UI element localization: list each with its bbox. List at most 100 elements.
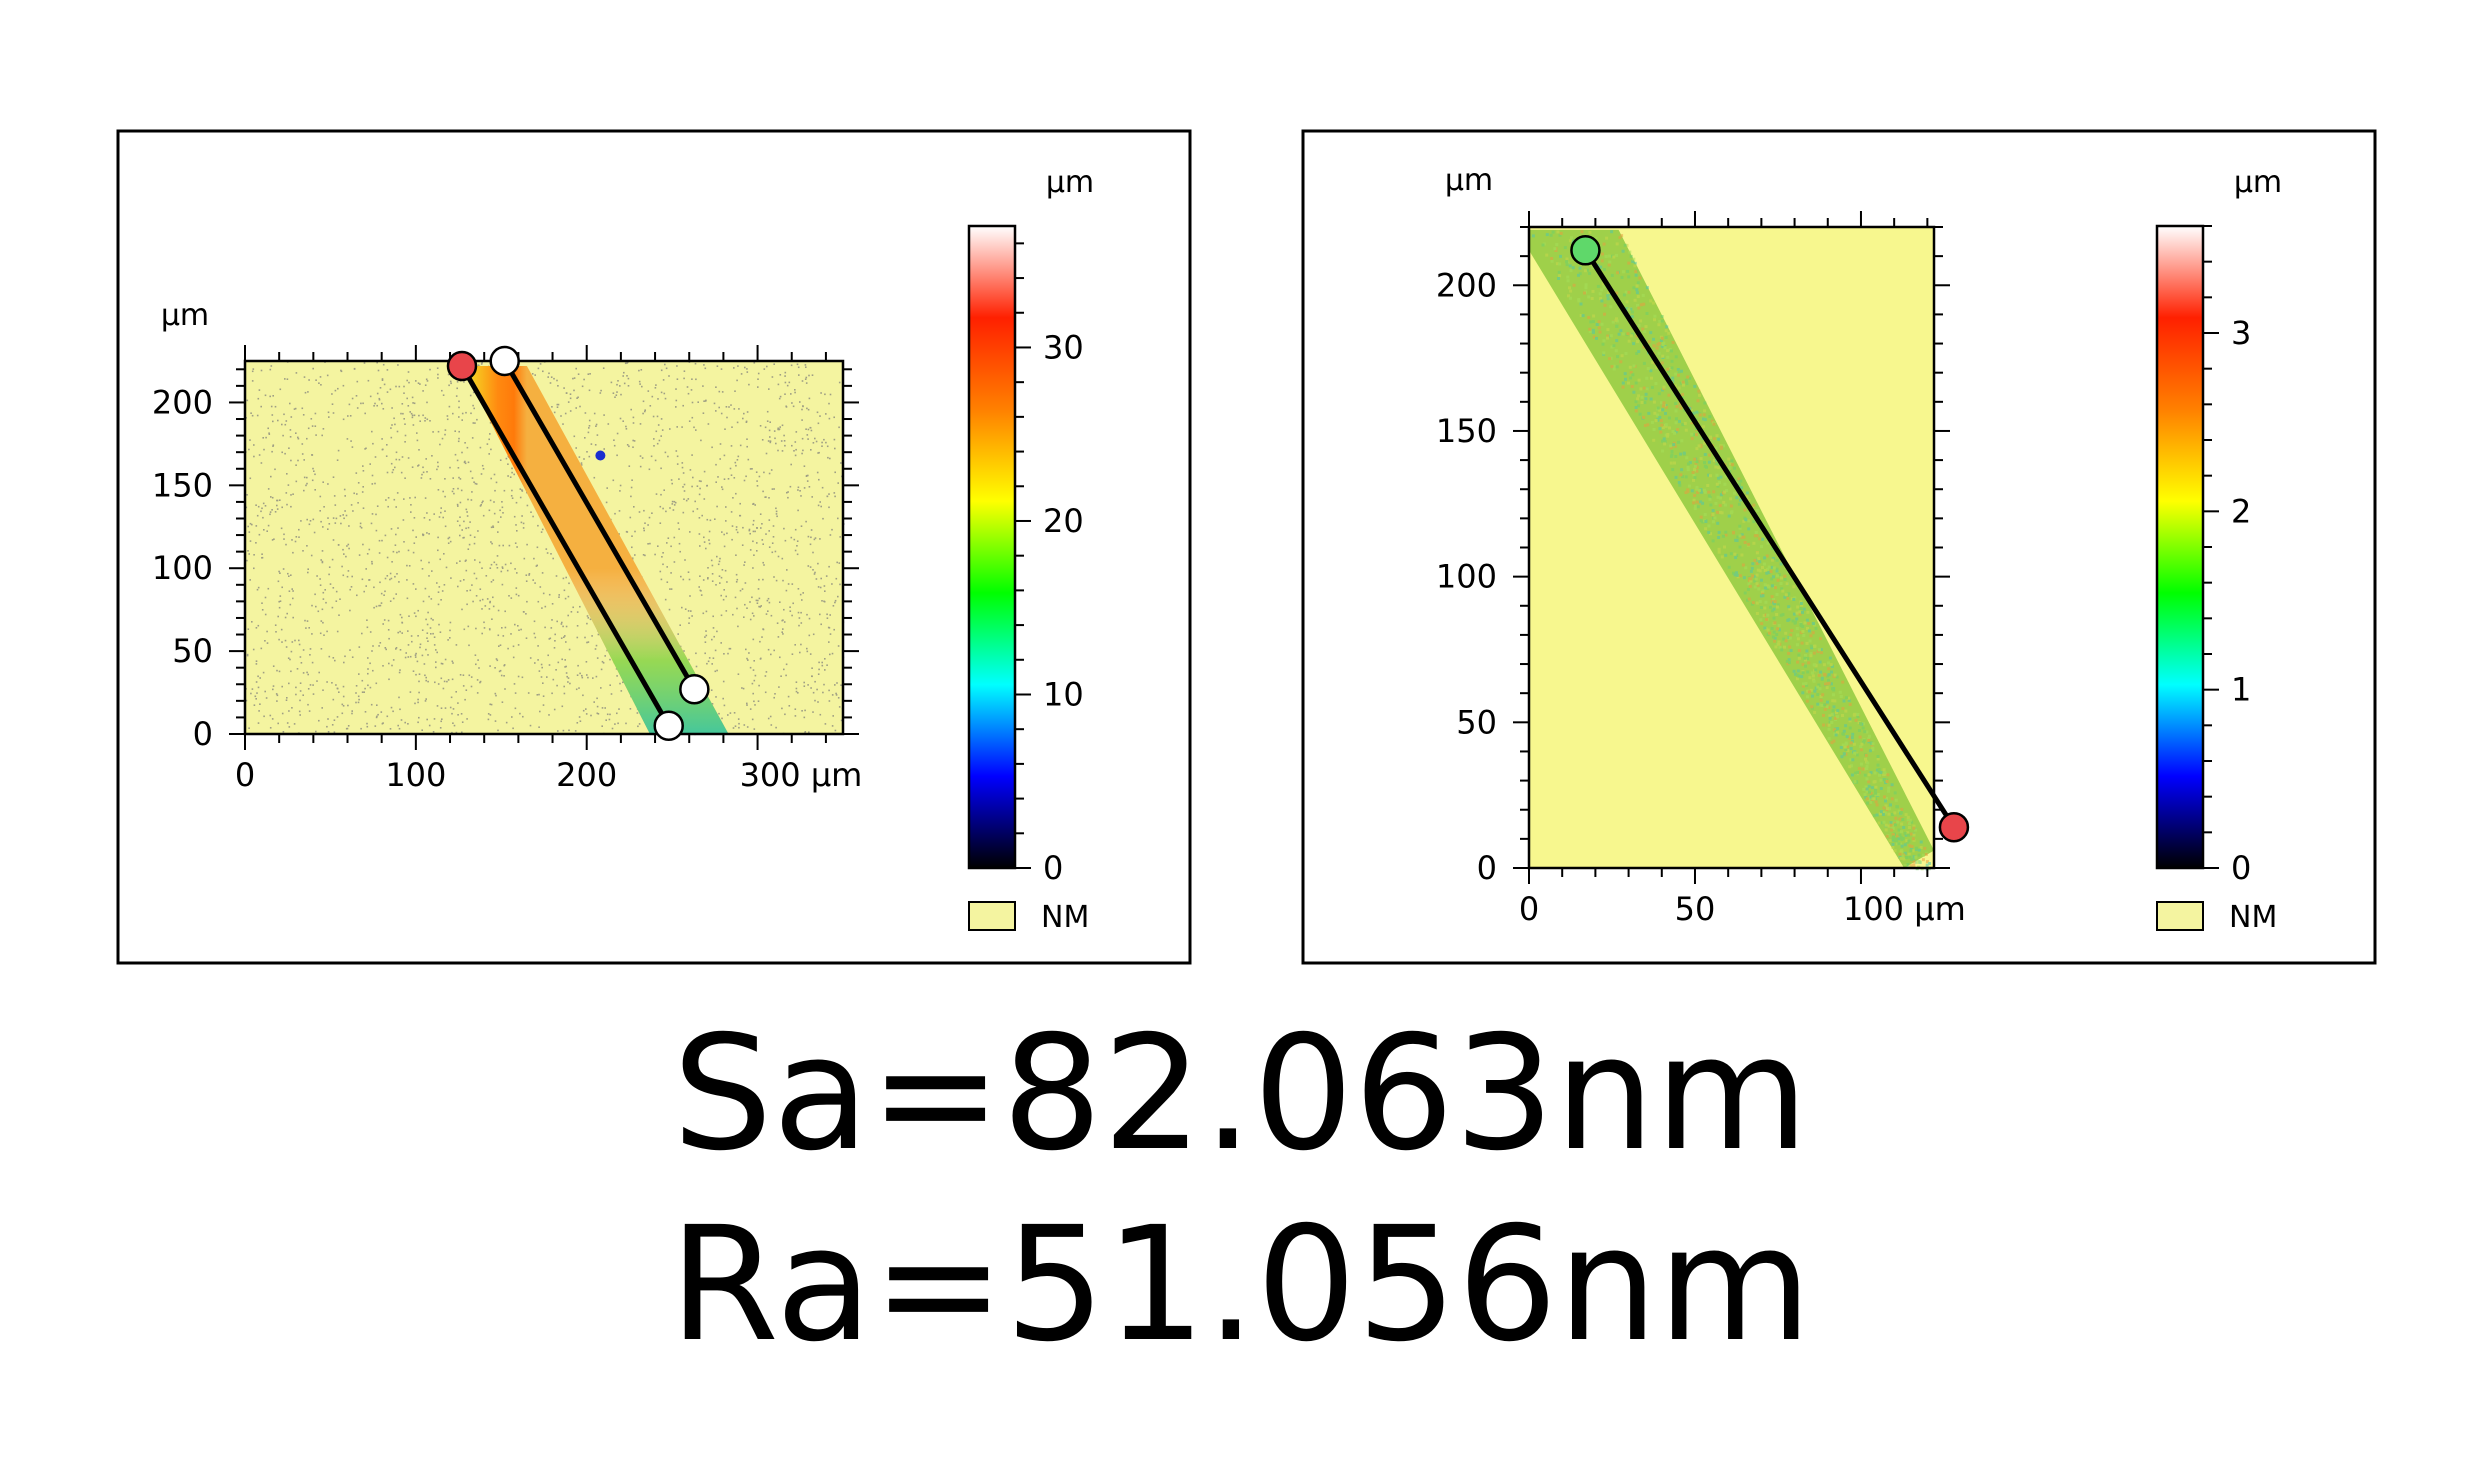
noise-speck: [471, 437, 474, 439]
noise-speck: [568, 648, 571, 651]
noise-speck: [424, 420, 426, 422]
noise-speck: [817, 562, 819, 565]
band-speck: [1667, 331, 1671, 335]
noise-speck: [272, 395, 274, 397]
noise-speck: [684, 608, 687, 610]
noise-speck: [248, 727, 250, 729]
noise-speck: [596, 434, 599, 436]
noise-speck: [600, 687, 602, 689]
band-speck: [1697, 389, 1701, 393]
noise-speck: [840, 462, 842, 464]
noise-speck: [561, 621, 563, 624]
noise-speck: [829, 457, 831, 460]
noise-speck: [753, 728, 756, 730]
noise-speck: [386, 391, 389, 393]
noise-speck: [260, 510, 262, 513]
band-speck: [1854, 771, 1858, 775]
band-speck: [1577, 273, 1580, 277]
noise-speck: [270, 405, 273, 408]
band-speck: [1626, 332, 1630, 336]
band-speck: [1750, 566, 1754, 570]
noise-speck: [493, 501, 495, 503]
band-speck: [1904, 813, 1908, 817]
band-speck: [1765, 554, 1769, 558]
noise-speck: [413, 402, 416, 405]
noise-speck: [343, 517, 345, 520]
band-speck: [1808, 676, 1812, 680]
noise-speck: [479, 561, 481, 564]
band-speck: [1584, 283, 1588, 287]
band-speck: [1827, 681, 1831, 685]
noise-speck: [502, 635, 505, 637]
noise-speck: [490, 448, 492, 451]
band-speck: [1634, 270, 1638, 274]
band-speck: [1638, 412, 1642, 416]
band-speck: [1746, 598, 1749, 602]
band-speck: [1890, 797, 1894, 801]
band-speck: [1849, 741, 1853, 745]
noise-speck: [425, 458, 427, 460]
band-speck: [1755, 551, 1759, 555]
noise-speck: [740, 373, 743, 375]
band-speck: [1884, 828, 1888, 832]
band-speck: [1711, 513, 1715, 516]
noise-speck: [505, 721, 508, 724]
noise-speck: [415, 615, 417, 618]
noise-speck: [460, 713, 463, 715]
noise-speck: [736, 578, 739, 581]
noise-speck: [320, 620, 323, 622]
band-speck: [1783, 645, 1786, 649]
noise-speck: [795, 681, 798, 683]
band-speck: [1671, 376, 1675, 380]
band-speck: [1875, 813, 1879, 817]
band-speck: [1636, 295, 1640, 299]
noise-speck: [620, 393, 622, 396]
noise-speck: [441, 389, 443, 392]
noise-speck: [683, 483, 686, 486]
noise-speck: [664, 363, 666, 366]
noise-speck: [390, 436, 393, 439]
band-speck: [1909, 832, 1913, 836]
noise-speck: [253, 704, 256, 706]
noise-speck: [794, 441, 797, 443]
noise-speck: [279, 600, 282, 602]
noise-speck: [374, 402, 376, 405]
noise-speck: [318, 671, 320, 674]
noise-speck: [757, 386, 759, 388]
band-speck: [1848, 726, 1852, 730]
band-speck: [1737, 502, 1741, 506]
band-speck: [1754, 530, 1758, 534]
noise-speck: [677, 633, 679, 635]
noise-speck: [805, 366, 807, 368]
band-speck: [1696, 399, 1700, 403]
band-speck: [1644, 392, 1648, 396]
noise-speck: [356, 493, 358, 495]
noise-speck: [421, 654, 424, 657]
band-speck: [1568, 286, 1571, 290]
noise-speck: [489, 665, 491, 667]
noise-speck: [703, 364, 705, 366]
noise-speck: [521, 489, 523, 491]
noise-speck: [807, 408, 810, 411]
band-speck: [1644, 325, 1648, 329]
band-speck: [1788, 607, 1792, 611]
noise-speck: [470, 685, 473, 688]
band-speck: [1558, 262, 1562, 266]
noise-speck: [309, 648, 312, 650]
noise-speck: [834, 447, 836, 450]
noise-speck: [347, 543, 350, 546]
band-speck: [1856, 713, 1860, 716]
noise-speck: [468, 543, 471, 546]
noise-speck: [837, 517, 839, 520]
band-speck: [1551, 230, 1555, 234]
noise-speck: [286, 473, 288, 475]
band-speck: [1811, 631, 1815, 635]
noise-speck: [469, 534, 472, 537]
band-speck: [1759, 606, 1763, 609]
noise-speck: [771, 542, 774, 544]
noise-speck: [369, 686, 372, 689]
noise-speck: [508, 544, 511, 547]
noise-speck: [349, 609, 351, 612]
noise-speck: [818, 661, 820, 664]
band-speck: [1848, 703, 1852, 706]
